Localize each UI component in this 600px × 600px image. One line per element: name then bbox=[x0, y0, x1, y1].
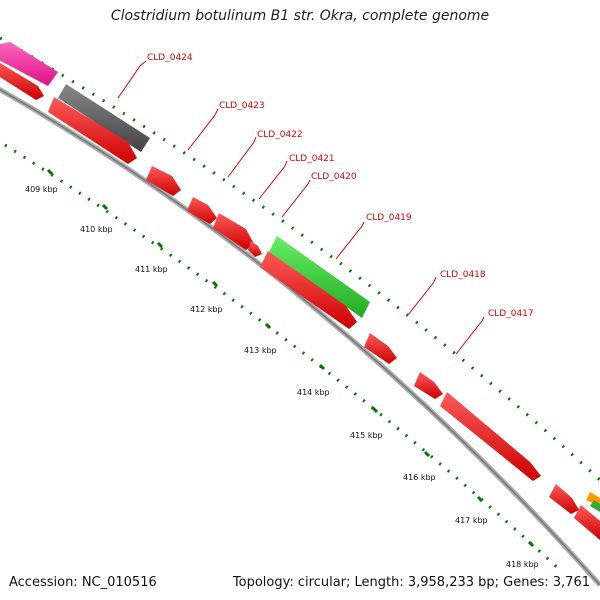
green-feature bbox=[269, 236, 370, 318]
kbp-major-ticks bbox=[46, 168, 535, 548]
cds-arrow bbox=[414, 372, 443, 399]
gene-label-cld0423: CLD_0423 bbox=[219, 101, 265, 111]
backbone-inner bbox=[0, 88, 600, 586]
kbp-label-417: 417 kbp bbox=[455, 516, 488, 525]
kbp-label-409: 409 kbp bbox=[25, 185, 58, 194]
gene-label-cld0424: CLD_0424 bbox=[147, 53, 193, 63]
kbp-label-416: 416 kbp bbox=[403, 473, 436, 482]
kbp-label-412: 412 kbp bbox=[190, 305, 223, 314]
cds-arrow bbox=[213, 213, 254, 250]
kbp-label-410: 410 kbp bbox=[80, 225, 113, 234]
topology-text: Topology: circular; Length: 3,958,233 bp… bbox=[232, 575, 590, 590]
gene-label-cld0422: CLD_0422 bbox=[257, 130, 303, 140]
gene-label-cld0417: CLD_0417 bbox=[488, 309, 534, 319]
cds-arrow bbox=[260, 251, 357, 329]
kbp-label-411: 411 kbp bbox=[135, 265, 168, 274]
accession-text: Accession: NC_010516 bbox=[9, 575, 157, 590]
kbp-label-414: 414 kbp bbox=[297, 388, 330, 397]
cds-arrow bbox=[574, 505, 600, 540]
cds-arrow bbox=[440, 392, 541, 481]
kbp-label-415: 415 kbp bbox=[350, 431, 383, 440]
gray-feature bbox=[58, 84, 150, 152]
gene-label-cld0420: CLD_0420 bbox=[311, 172, 357, 182]
outer-tick-line bbox=[0, 36, 600, 482]
cds-arrow bbox=[48, 97, 137, 164]
map-title: Clostridium botulinum B1 str. Okra, comp… bbox=[110, 8, 490, 24]
cds-arrow bbox=[0, 63, 44, 100]
gene-leader-lines bbox=[117, 60, 485, 355]
gene-label-cld0418: CLD_0418 bbox=[440, 270, 486, 280]
cds-arrow-small bbox=[248, 241, 262, 257]
magenta-feature bbox=[0, 42, 58, 86]
kbp-label-413: 413 kbp bbox=[244, 346, 277, 355]
gene-label-cld0421: CLD_0421 bbox=[289, 154, 335, 164]
cds-arrow bbox=[187, 197, 217, 224]
cds-arrow bbox=[364, 333, 397, 364]
kbp-label-418: 418 kbp bbox=[506, 560, 539, 569]
inner-tick-line bbox=[4, 143, 562, 572]
green-fragment bbox=[590, 500, 600, 512]
cds-arrow bbox=[146, 166, 181, 196]
gene-label-cld0419: CLD_0419 bbox=[366, 213, 412, 223]
cds-arrow bbox=[549, 484, 579, 514]
